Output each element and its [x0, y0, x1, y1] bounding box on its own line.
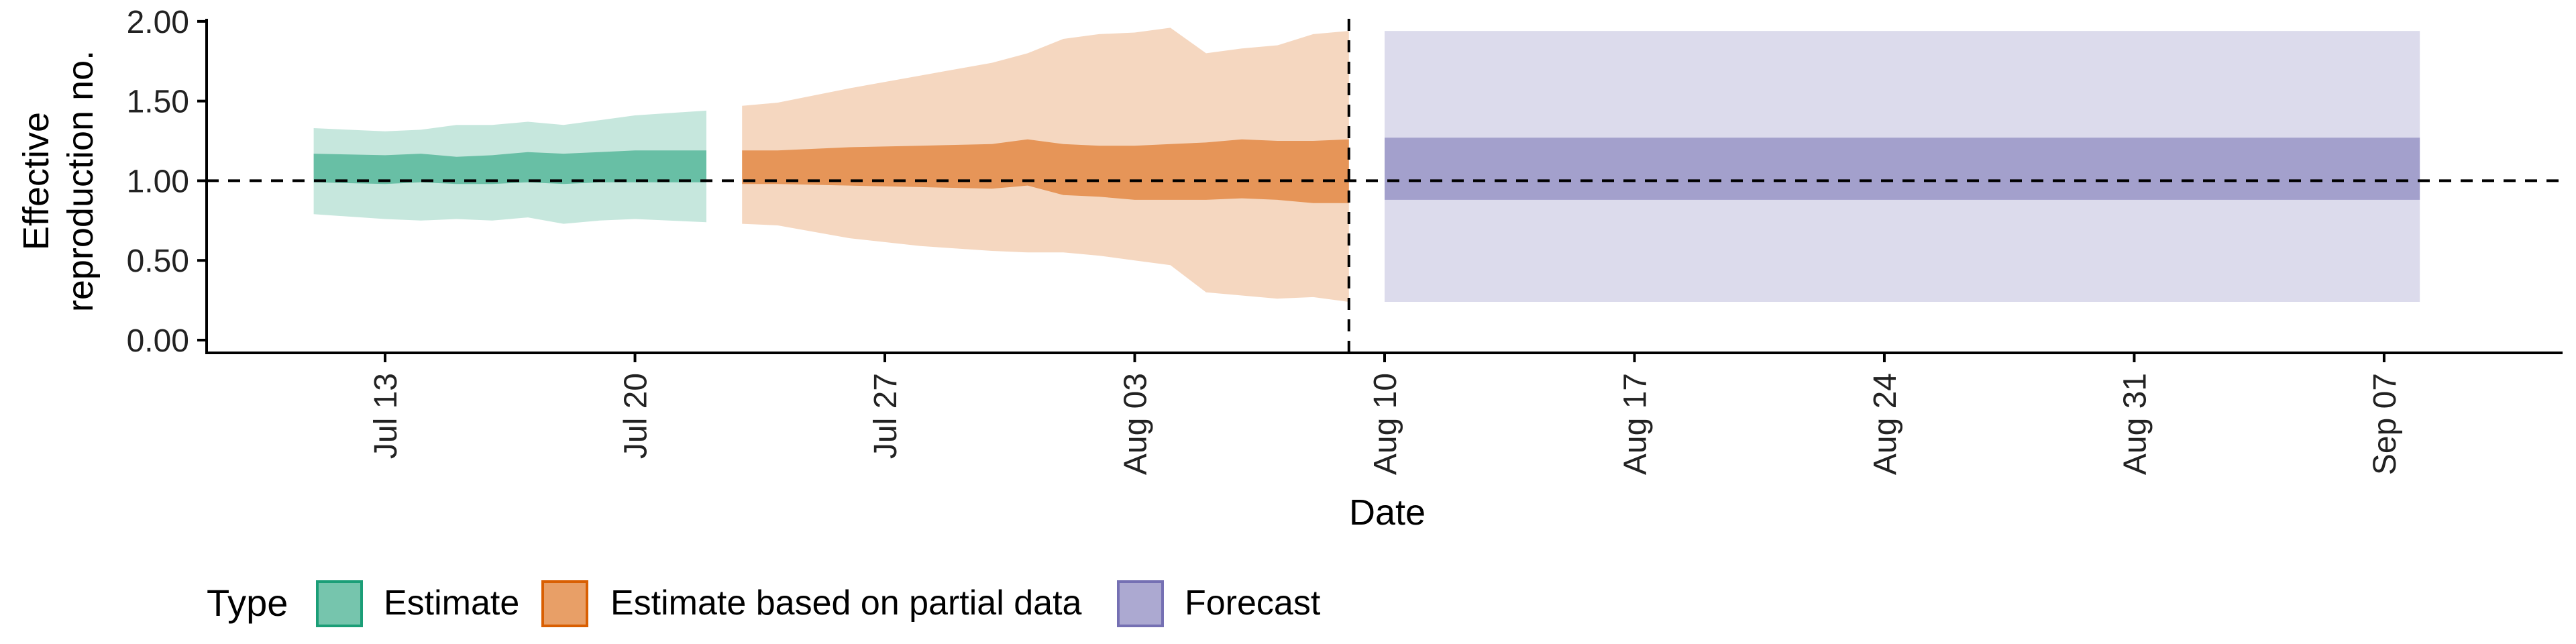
legend-key-estimate: [316, 580, 363, 627]
bands-layer: [313, 28, 2420, 303]
legend-key-partial: [541, 580, 588, 627]
y-axis-title-line-1: Effective: [16, 112, 56, 250]
x-tick-label: Jul 20: [619, 373, 654, 459]
x-tick-label: Aug 24: [1868, 373, 1903, 475]
band-50-forecast: [1385, 138, 2420, 200]
x-tick-label: Aug 03: [1118, 373, 1154, 475]
band-50-estimate: [313, 150, 707, 184]
x-tick-label: Jul 13: [368, 373, 404, 459]
y-tick-label: 0.50: [127, 244, 189, 279]
legend: Type Estimate Estimate based on partial …: [207, 580, 1321, 627]
x-tick-label: Aug 10: [1368, 373, 1403, 475]
y-axis-title-line-2: reproduction no.: [60, 50, 101, 312]
legend-key-forecast: [1117, 580, 1164, 627]
x-tick-label: Aug 17: [1618, 373, 1654, 475]
x-axis-title: Date: [1349, 492, 1426, 533]
y-ticks: 0.00 0.50 1.00 1.50 2.00: [127, 5, 207, 359]
x-tick-label: Aug 31: [2118, 373, 2153, 475]
legend-label-estimate: Estimate: [384, 584, 519, 623]
legend-label-partial: Estimate based on partial data: [610, 584, 1082, 623]
legend-label-forecast: Forecast: [1185, 584, 1321, 623]
x-tick-label: Sep 07: [2367, 373, 2403, 475]
x-tick-label: Jul 27: [868, 373, 904, 459]
legend-title: Type: [207, 582, 288, 624]
y-tick-label: 1.50: [127, 85, 189, 120]
band-50-partial: [742, 139, 1349, 203]
y-tick-label: 0.00: [127, 323, 189, 359]
y-tick-label: 1.00: [127, 164, 189, 199]
y-tick-label: 2.00: [127, 5, 189, 40]
x-ticks: Jul 13 Jul 20 Jul 27 Aug 03 Aug 10 Aug 17 Aug …: [368, 353, 2403, 475]
